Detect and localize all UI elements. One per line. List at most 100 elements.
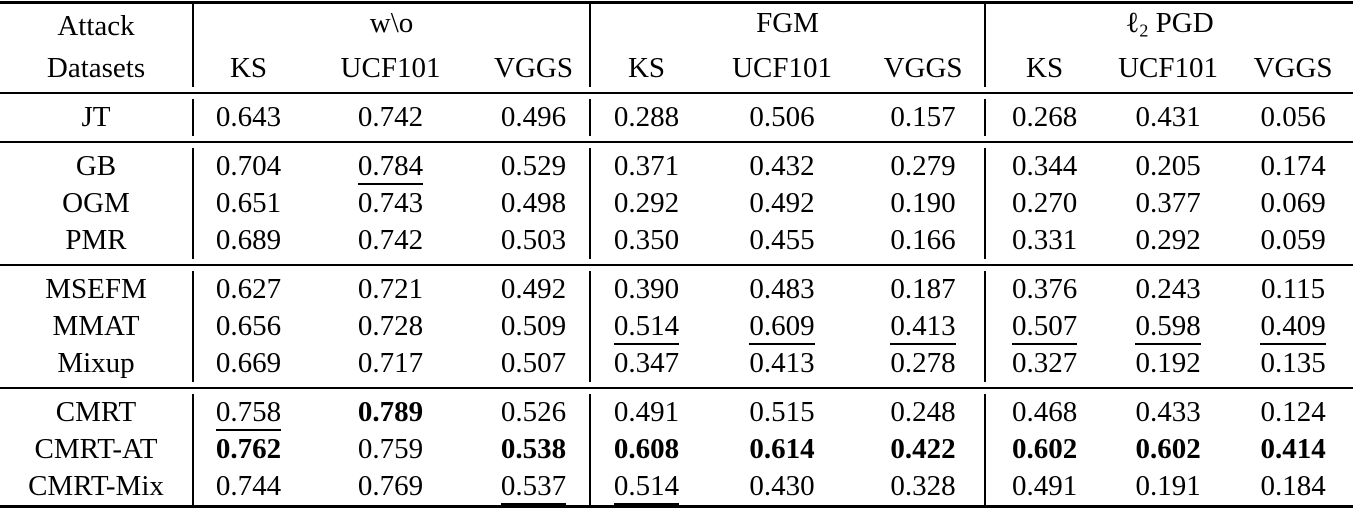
- value: 0.157: [890, 101, 956, 134]
- row-label: CMRT-Mix: [28, 470, 164, 503]
- row-label: CMRT-AT: [34, 433, 158, 466]
- value-cell: 0.609: [702, 308, 862, 345]
- value: 0.268: [1011, 101, 1078, 134]
- value: 0.689: [215, 224, 282, 257]
- value: 0.184: [1260, 470, 1326, 503]
- value: 0.376: [1011, 273, 1078, 306]
- value: 0.191: [1135, 470, 1201, 503]
- value-cell: 0.328: [862, 468, 985, 507]
- value: 0.371: [613, 150, 680, 183]
- value-cell: 0.483: [702, 271, 862, 308]
- value: 0.537: [500, 472, 567, 505]
- value: 0.643: [215, 101, 282, 134]
- group-label: FGM: [756, 6, 819, 39]
- value-cell: 0.413: [862, 308, 985, 345]
- table-row: GB 0.704 0.784 0.529 0.371 0.432 0.279 0.344 0.2…: [0, 148, 1353, 186]
- table-row: JT 0.643 0.742 0.496 0.288 0.506 0.157 0.268 0.4…: [0, 99, 1353, 137]
- value: 0.758: [215, 398, 282, 431]
- value-cell: 0.409: [1233, 308, 1353, 345]
- value-cell: 0.507: [478, 345, 590, 382]
- col-header-wo-ucf101: UCF101: [340, 52, 441, 85]
- value-cell: 0.433: [1103, 394, 1233, 431]
- col-header-fgm-vggs: VGGS: [883, 52, 963, 85]
- table-row: OGM 0.651 0.743 0.498 0.292 0.492 0.190 0.270 0.…: [0, 185, 1353, 223]
- value-cell: 0.248: [862, 394, 985, 431]
- value-cell: 0.769: [303, 468, 478, 507]
- section-rule: [0, 136, 1353, 148]
- value-cell: 0.704: [192, 148, 303, 186]
- value-cell: 0.430: [702, 468, 862, 507]
- value: 0.492: [749, 187, 815, 220]
- row-label: MSEFM: [45, 273, 147, 306]
- value: 0.430: [749, 470, 815, 503]
- value: 0.328: [890, 470, 956, 503]
- row-label: MMAT: [52, 310, 140, 343]
- value-cell: 0.503: [478, 222, 590, 259]
- value-cell: 0.390: [589, 271, 703, 309]
- value: 0.124: [1260, 396, 1326, 429]
- row-label: Mixup: [57, 347, 135, 380]
- group-header-wo: w\o: [191, 2, 591, 50]
- value-cell: 0.292: [1103, 222, 1233, 259]
- section-rule: [0, 87, 1353, 99]
- value: 0.390: [613, 273, 680, 306]
- row-label: CMRT: [55, 396, 137, 429]
- value: 0.526: [500, 396, 567, 429]
- value: 0.135: [1260, 347, 1326, 380]
- value-cell: 0.515: [702, 394, 862, 431]
- value-cell: 0.496: [478, 99, 590, 136]
- value: 0.270: [1011, 187, 1078, 220]
- value: 0.742: [357, 101, 424, 134]
- value: 0.190: [890, 187, 956, 220]
- value-cell: 0.191: [1103, 468, 1233, 507]
- value: 0.347: [613, 347, 680, 380]
- header-row-groups: Attack w\o FGM ℓ2 PGD: [0, 2, 1353, 50]
- value: 0.602: [1011, 433, 1078, 466]
- value: 0.327: [1011, 347, 1078, 380]
- table-row: PMR 0.689 0.742 0.503 0.350 0.455 0.166 0.331 0.…: [0, 222, 1353, 260]
- row-label: JT: [81, 101, 111, 134]
- value-cell: 0.288: [589, 99, 703, 137]
- value: 0.608: [613, 433, 680, 466]
- col-header-l2pgd-ucf101: UCF101: [1118, 52, 1219, 85]
- value-cell: 0.413: [702, 345, 862, 382]
- value: 0.166: [890, 224, 956, 257]
- value: 0.069: [1260, 187, 1326, 220]
- value-cell: 0.135: [1233, 345, 1353, 382]
- value-cell: 0.538: [478, 431, 590, 468]
- table-row: MSEFM 0.627 0.721 0.492 0.390 0.483 0.187 0.376…: [0, 271, 1353, 309]
- value-cell: 0.789: [303, 394, 478, 431]
- value-cell: 0.728: [303, 308, 478, 345]
- value-cell: 0.278: [862, 345, 985, 382]
- value: 0.468: [1011, 396, 1078, 429]
- section-rule-line: [0, 87, 1353, 99]
- value-cell: 0.742: [303, 222, 478, 259]
- value-cell: 0.455: [702, 222, 862, 259]
- value: 0.483: [749, 273, 815, 306]
- value: 0.431: [1135, 101, 1201, 134]
- value-cell: 0.124: [1233, 394, 1353, 431]
- value: 0.498: [500, 187, 567, 220]
- value: 0.422: [890, 433, 956, 466]
- table-row: MMAT 0.656 0.728 0.509 0.514 0.609 0.413 0.507 0…: [0, 308, 1353, 346]
- table-row: CMRT 0.758 0.789 0.526 0.491 0.515 0.248 0.468 0…: [0, 394, 1353, 432]
- value-cell: 0.492: [478, 271, 590, 308]
- group-header-l2pgd: ℓ2 PGD: [984, 2, 1353, 50]
- table-row: CMRT-AT 0.762 0.759 0.538 0.608 0.614 0.422 0.6…: [0, 431, 1353, 469]
- value: 0.248: [890, 396, 956, 429]
- value-cell: 0.376: [984, 271, 1104, 309]
- value: 0.331: [1011, 224, 1078, 257]
- value-cell: 0.743: [303, 185, 478, 222]
- col-header-wo-vggs: VGGS: [494, 52, 573, 85]
- value-cell: 0.268: [984, 99, 1104, 137]
- value-cell: 0.507: [984, 308, 1104, 346]
- header-row-subcols: Datasets KS UCF101 VGGS KS UCF101 VGGS K…: [0, 49, 1353, 88]
- value: 0.704: [215, 150, 282, 183]
- value-cell: 0.190: [862, 185, 985, 222]
- value-cell: 0.468: [984, 394, 1104, 432]
- value: 0.205: [1135, 150, 1201, 183]
- value-cell: 0.627: [192, 271, 303, 309]
- group-label: ℓ: [1125, 6, 1140, 39]
- value: 0.350: [613, 224, 680, 257]
